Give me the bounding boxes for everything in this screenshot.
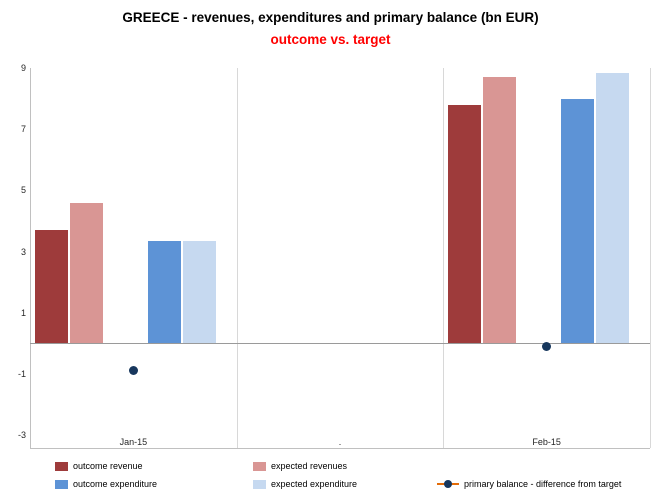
x-category-label-feb-15: Feb-15 <box>532 437 561 447</box>
plot-area <box>30 68 651 449</box>
legend-label: expected revenues <box>271 461 348 471</box>
x-category-label-: . <box>338 437 342 447</box>
y-tick-label: -3 <box>17 430 26 440</box>
x-axis-zero-line <box>30 343 650 345</box>
bar-expected-expenditure-jan-15 <box>183 240 216 344</box>
grid-line-vertical <box>237 68 238 448</box>
legend-item-expected-revenues: expected revenues <box>253 461 347 471</box>
bar-expected-expenditure-feb-15 <box>596 72 630 344</box>
chart-subtitle: outcome vs. target <box>270 32 391 47</box>
legend-label: primary balance - difference from target <box>464 479 622 489</box>
legend: outcome revenue expected revenues outcome … <box>0 455 661 499</box>
legend-swatch-expected-expenditure <box>253 479 266 489</box>
legend-item-outcome-expenditure: outcome expenditure <box>55 479 157 489</box>
point-primary-balance-difference-from-target-feb-15 <box>542 341 552 351</box>
bar-expected-revenues-jan-15 <box>70 202 103 344</box>
legend-line-dot-marker <box>437 480 459 489</box>
y-tick-label: 5 <box>20 185 26 196</box>
x-category-label-jan-15: Jan-15 <box>119 437 148 447</box>
legend-label: expected expenditure <box>271 479 358 489</box>
bar-outcome-expenditure-jan-15 <box>148 240 181 344</box>
point-primary-balance-difference-from-target-jan-15 <box>128 366 138 376</box>
plot-bottom-border <box>30 448 650 449</box>
bar-expected-revenues-feb-15 <box>483 77 517 344</box>
y-tick-label: 7 <box>20 124 26 135</box>
bar-outcome-revenue-jan-15 <box>35 230 68 344</box>
y-tick-label: 9 <box>20 63 26 73</box>
legend-item-primary-balance-difference-from-target: primary balance - difference from target <box>437 479 621 489</box>
y-tick-label: -1 <box>17 368 26 379</box>
legend-swatch-outcome-expenditure <box>55 479 68 489</box>
legend-swatch-outcome-revenue <box>55 461 68 471</box>
legend-label: outcome revenue <box>73 461 143 471</box>
bar-outcome-revenue-feb-15 <box>448 104 482 344</box>
grid-line-vertical <box>650 68 651 448</box>
legend-item-outcome-revenue: outcome revenue <box>55 461 143 471</box>
y-tick-label: 3 <box>20 246 26 257</box>
legend-label: outcome expenditure <box>73 479 158 489</box>
legend-dot-icon <box>444 480 452 488</box>
bar-outcome-expenditure-feb-15 <box>561 98 595 344</box>
legend-swatch-expected-revenues <box>253 461 266 471</box>
y-tick-label: 1 <box>20 307 26 318</box>
y-axis-line <box>30 68 31 448</box>
legend-item-expected-expenditure: expected expenditure <box>253 479 357 489</box>
grid-line-vertical <box>443 68 444 448</box>
chart-title: GREECE - revenues, expenditures and prim… <box>122 10 539 25</box>
